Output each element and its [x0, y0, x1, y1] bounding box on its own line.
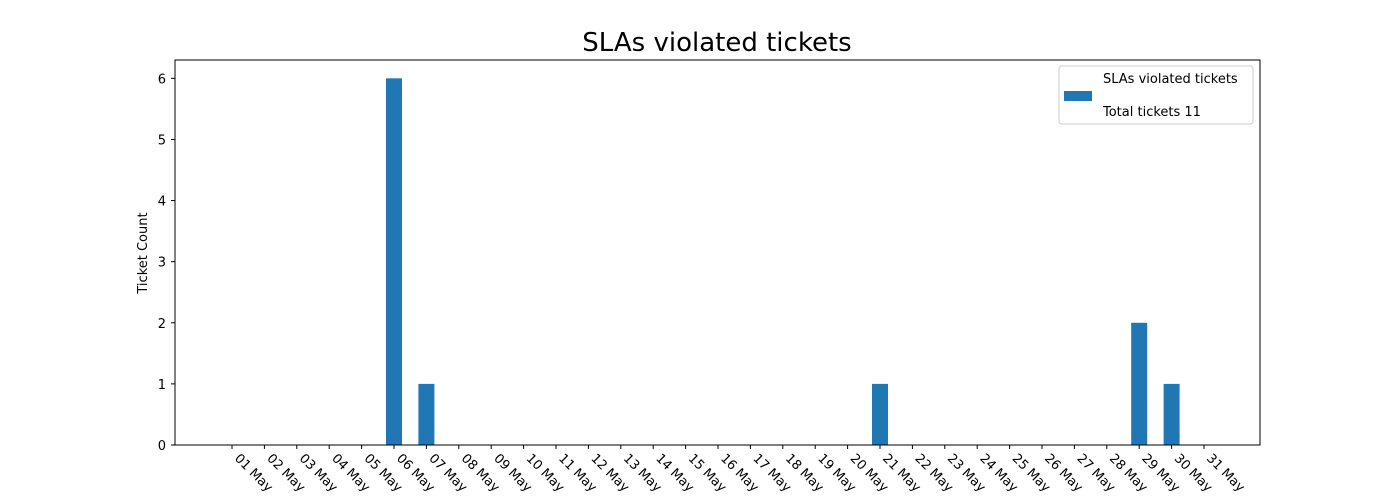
- bar-06-may: [386, 78, 402, 445]
- legend-box: [1058, 65, 1254, 125]
- legend-swatch: [1064, 91, 1092, 101]
- y-tick-label: 3: [158, 256, 166, 271]
- y-tick-label: 2: [158, 317, 166, 332]
- bar-21-may: [872, 383, 888, 445]
- y-tick-label: 0: [158, 439, 166, 454]
- y-tick-label: 6: [158, 72, 166, 87]
- y-tick-label: 5: [158, 133, 166, 148]
- legend-entry-total: Total tickets 11: [1102, 105, 1201, 120]
- bar-07-may: [418, 383, 435, 445]
- legend-entry-series: SLAs violated tickets: [1103, 72, 1238, 87]
- legend: SLAs violated tickets Total tickets 11: [1058, 65, 1254, 125]
- bar-29-may: [1131, 322, 1148, 445]
- chart-title: SLAs violated tickets: [582, 28, 851, 58]
- y-tick-label: 4: [158, 195, 166, 210]
- y-axis-label: Ticket Count: [136, 212, 151, 294]
- y-tick-label: 1: [158, 378, 166, 393]
- bar-30-may: [1163, 383, 1180, 445]
